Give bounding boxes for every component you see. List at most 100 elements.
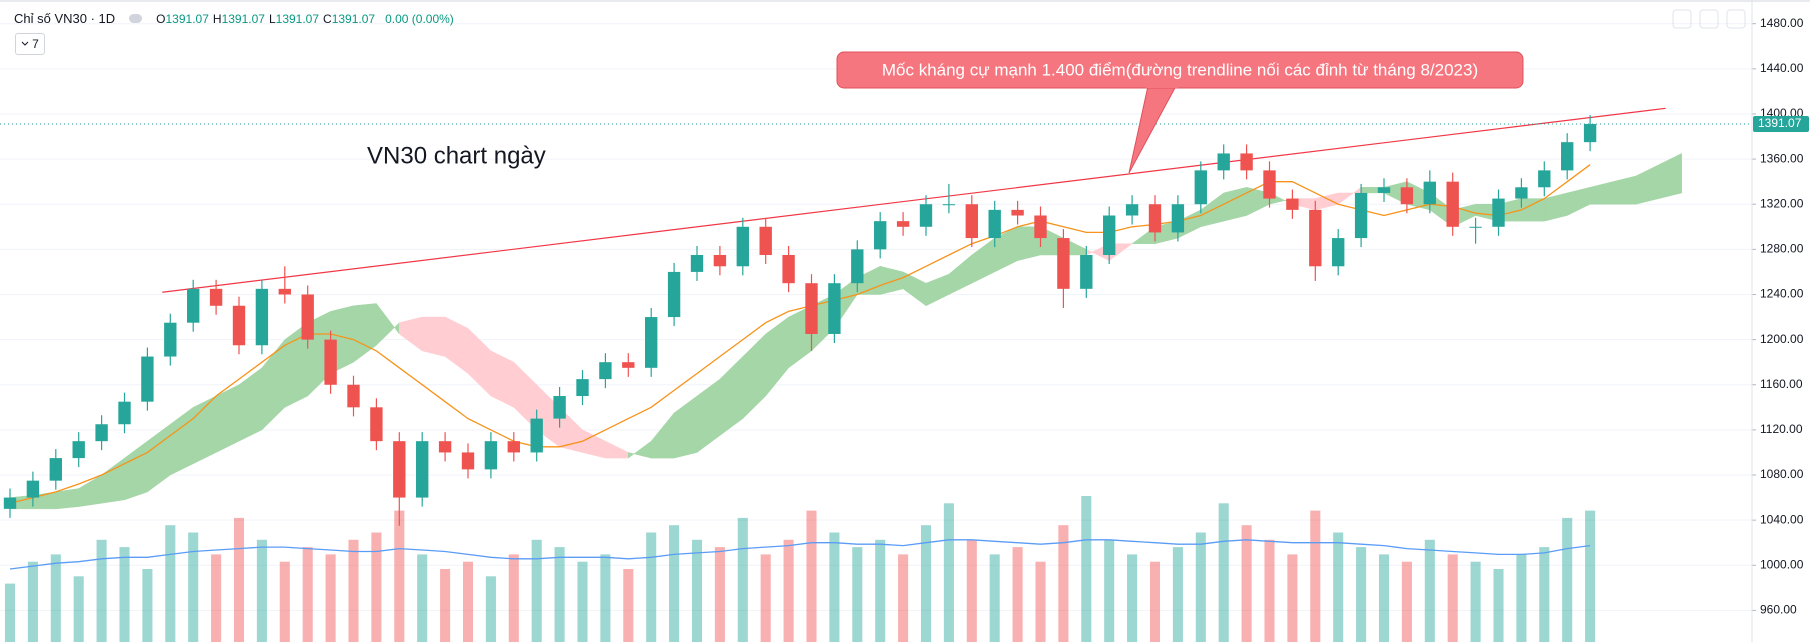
volume-bar (394, 510, 405, 642)
trendline (162, 107, 1666, 293)
candle-body (1469, 226, 1482, 228)
candle-body (622, 362, 635, 368)
volume-bar (462, 561, 474, 642)
candle-body (988, 209, 1001, 239)
candle-body (1194, 170, 1207, 205)
volume-bar (1516, 554, 1527, 642)
volume-bar (142, 569, 153, 642)
volume-bar (875, 539, 886, 642)
volume-bar (73, 576, 84, 642)
candle-body (1538, 170, 1551, 188)
y-tick-label: 1240.00 (1760, 287, 1804, 301)
candle-body (26, 480, 40, 498)
candle-body (461, 452, 475, 470)
y-tick-label: 1320.00 (1760, 196, 1804, 210)
volume-bar (600, 554, 611, 642)
volume-ma-line (9, 539, 1591, 570)
candle-body (393, 441, 406, 498)
candle-body (576, 379, 589, 397)
volume-bar (188, 532, 199, 642)
candle-body (896, 221, 910, 227)
volume-bar (1081, 496, 1092, 642)
volume-bar (1424, 539, 1435, 642)
volume-bar (1470, 561, 1481, 642)
volume-bar (1287, 554, 1298, 642)
volume-bar (371, 532, 382, 642)
candle-body (645, 317, 658, 368)
callout-text: Mốc kháng cự mạnh 1.400 điểm(đường trend… (882, 60, 1478, 79)
candle-body (1171, 204, 1185, 233)
legend-header: Chỉ số VN30 · 1D O1391.07 H1391.07 L1391.0… (14, 11, 458, 26)
volume-bar (1195, 532, 1206, 642)
candle-body (1057, 238, 1070, 289)
volume-bar (760, 554, 771, 642)
ohlc-value: 1391.07 (165, 11, 209, 26)
volume-bar (325, 554, 336, 642)
candle-body (667, 271, 681, 318)
candle-body (72, 441, 85, 459)
ohlc-key: H (212, 11, 222, 26)
ohlc-key: C (323, 11, 332, 26)
last-price-label: 1391.07 (1758, 116, 1802, 130)
callout-box (836, 51, 1524, 89)
candle-body (507, 441, 520, 453)
volume-bar (1172, 547, 1183, 642)
volume-bar (96, 539, 107, 642)
candle-body (1125, 204, 1139, 216)
volume-bar (806, 510, 817, 642)
annotation-callout: Mốc kháng cự mạnh 1.400 điểm(đường trend… (836, 51, 1524, 174)
volume-bar (233, 517, 245, 642)
ohlc-value: 1391.07 (331, 11, 376, 26)
candle-body (1080, 254, 1093, 289)
volume-bar (852, 547, 863, 642)
volume-bar (920, 525, 932, 642)
candle-body (49, 458, 62, 481)
volume-bar (1012, 547, 1023, 642)
candle-body (1240, 153, 1253, 171)
volume-bar (279, 561, 290, 642)
candle-body (118, 401, 131, 425)
candle-body (530, 418, 543, 453)
candle-body (1583, 124, 1597, 143)
volume-bar (646, 532, 657, 642)
candle-body (232, 305, 246, 346)
candle-body (484, 441, 498, 470)
cloud-segment (192, 395, 217, 465)
candle-body (690, 254, 704, 272)
volume-bar (669, 525, 680, 642)
button[interactable] (1699, 9, 1719, 29)
volume-bar (348, 539, 359, 642)
candle-body (3, 497, 17, 509)
volume-bar (829, 532, 840, 642)
chevron (21, 41, 29, 46)
volume-bar (508, 554, 519, 642)
volume-bar (27, 561, 38, 642)
indicators-toggle[interactable]: 7 (15, 33, 45, 55)
candle-body (736, 226, 749, 267)
volume-bar (1562, 517, 1573, 642)
candle-body (1103, 215, 1116, 255)
volume-bar (1264, 539, 1275, 642)
button[interactable] (1726, 9, 1746, 29)
candle-body (713, 254, 727, 267)
candle-body (919, 204, 933, 227)
volume-bar (783, 539, 794, 642)
volume-bar (1493, 569, 1504, 642)
volume-bar (691, 539, 703, 642)
candle-body (1377, 187, 1391, 193)
volume-bar (417, 554, 428, 642)
ohlc-values: O1391.07 H1391.07 L1391.07 C1391.07 (156, 12, 379, 26)
button[interactable] (1672, 9, 1692, 29)
y-tick-label: 1200.00 (1760, 332, 1804, 346)
volume-bar (1218, 503, 1229, 642)
volume-bar (737, 517, 748, 642)
candle-body (1332, 238, 1345, 267)
volume-bar (714, 547, 725, 642)
candle-body (1286, 198, 1299, 210)
ohlc-value: 1391.07 (221, 11, 265, 26)
status-dot (129, 14, 143, 23)
y-tick-label: 1440.00 (1760, 61, 1804, 75)
candle-body (301, 294, 314, 340)
